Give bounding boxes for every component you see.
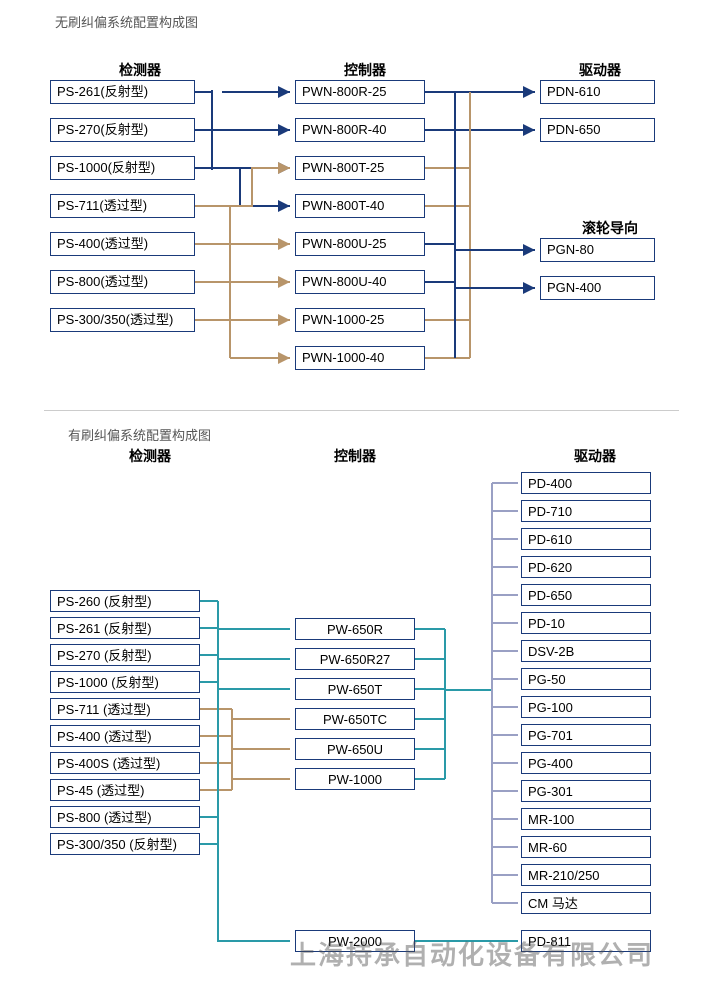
- d1-rol-0: PGN-80: [540, 238, 655, 262]
- d2-drv-6: DSV-2B: [521, 640, 651, 662]
- d2-ctl-5: PW-1000: [295, 768, 415, 790]
- d2-ctl-extra: PW-2000: [295, 930, 415, 952]
- d2-drv-9: PG-701: [521, 724, 651, 746]
- d2-drv-12: MR-100: [521, 808, 651, 830]
- d2-drv-15: CM 马达: [521, 892, 651, 914]
- d2-drv-14: MR-210/250: [521, 864, 651, 886]
- d1-ctl-1: PWN-800R-40: [295, 118, 425, 142]
- d2-drv-5: PD-10: [521, 612, 651, 634]
- d2-det-7: PS-45 (透过型): [50, 779, 200, 801]
- d2-hdr-controller: 控制器: [320, 446, 390, 466]
- d1-ctl-2: PWN-800T-25: [295, 156, 425, 180]
- d2-ctl-1: PW-650R27: [295, 648, 415, 670]
- d1-det-4: PS-400(透过型): [50, 232, 195, 256]
- d2-det-9: PS-300/350 (反射型): [50, 833, 200, 855]
- d1-det-0: PS-261(反射型): [50, 80, 195, 104]
- d1-ctl-4: PWN-800U-25: [295, 232, 425, 256]
- d2-drv-extra: PD-811: [521, 930, 651, 952]
- d2-drv-3: PD-620: [521, 556, 651, 578]
- d2-drv-1: PD-710: [521, 500, 651, 522]
- d1-det-1: PS-270(反射型): [50, 118, 195, 142]
- d1-rol-1: PGN-400: [540, 276, 655, 300]
- d2-det-4: PS-711 (透过型): [50, 698, 200, 720]
- d1-ctl-0: PWN-800R-25: [295, 80, 425, 104]
- d2-ctl-2: PW-650T: [295, 678, 415, 700]
- d2-drv-10: PG-400: [521, 752, 651, 774]
- d2-ctl-0: PW-650R: [295, 618, 415, 640]
- d2-drv-7: PG-50: [521, 668, 651, 690]
- d2-det-3: PS-1000 (反射型): [50, 671, 200, 693]
- d1-det-3: PS-711(透过型): [50, 194, 195, 218]
- d1-ctl-3: PWN-800T-40: [295, 194, 425, 218]
- d1-ctl-5: PWN-800U-40: [295, 270, 425, 294]
- d2-drv-0: PD-400: [521, 472, 651, 494]
- d1-hdr-roller: 滚轮导向: [570, 218, 650, 238]
- d1-hr: [44, 410, 679, 411]
- d1-det-6: PS-300/350(透过型): [50, 308, 195, 332]
- d2-drv-8: PG-100: [521, 696, 651, 718]
- d1-hdr-driver: 驱动器: [570, 60, 630, 80]
- d1-ctl-7: PWN-1000-40: [295, 346, 425, 370]
- d2-det-1: PS-261 (反射型): [50, 617, 200, 639]
- d1-det-2: PS-1000(反射型): [50, 156, 195, 180]
- d1-hdr-controller: 控制器: [330, 60, 400, 80]
- d1-drv-0: PDN-610: [540, 80, 655, 104]
- d2-drv-13: MR-60: [521, 836, 651, 858]
- d2-det-2: PS-270 (反射型): [50, 644, 200, 666]
- d2-det-0: PS-260 (反射型): [50, 590, 200, 612]
- d1-det-5: PS-800(透过型): [50, 270, 195, 294]
- d1-title: 无刷纠偏系统配置构成图: [55, 12, 198, 31]
- d2-drv-11: PG-301: [521, 780, 651, 802]
- d2-hdr-detector: 检测器: [110, 446, 190, 466]
- d1-ctl-6: PWN-1000-25: [295, 308, 425, 332]
- d1-drv-1: PDN-650: [540, 118, 655, 142]
- d2-hdr-driver: 驱动器: [565, 446, 625, 466]
- d2-drv-4: PD-650: [521, 584, 651, 606]
- d2-title: 有刷纠偏系统配置构成图: [68, 425, 211, 444]
- d2-ctl-3: PW-650TC: [295, 708, 415, 730]
- d2-ctl-4: PW-650U: [295, 738, 415, 760]
- d2-det-5: PS-400 (透过型): [50, 725, 200, 747]
- d2-det-6: PS-400S (透过型): [50, 752, 200, 774]
- d2-drv-2: PD-610: [521, 528, 651, 550]
- d2-det-8: PS-800 (透过型): [50, 806, 200, 828]
- d1-hdr-detector: 检测器: [100, 60, 180, 80]
